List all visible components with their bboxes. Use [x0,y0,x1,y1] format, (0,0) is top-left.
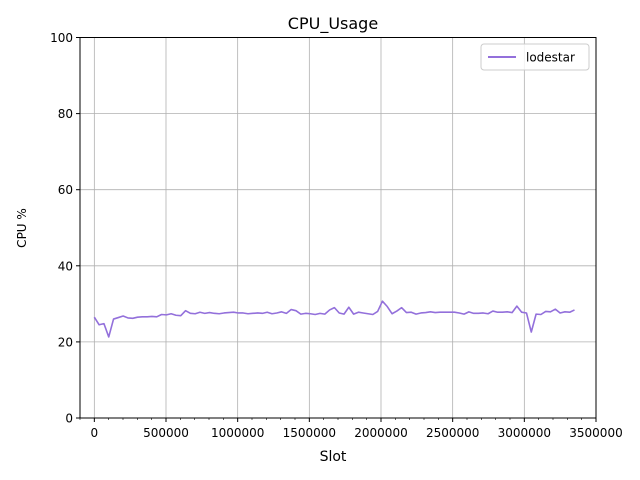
y-tick-label: 100 [50,31,73,45]
x-tick-label: 2500000 [426,426,479,440]
x-tick-label: 3500000 [569,426,622,440]
x-axis-label: Slot [320,449,347,465]
series-layer [93,300,575,338]
y-axis: 0 20 40 60 80 100 [50,31,80,426]
y-tick-label: 60 [58,183,73,197]
y-tick-label: 0 [65,412,73,426]
x-tick-label: 3000000 [498,426,551,440]
x-tick-label: 1000000 [211,426,264,440]
chart-title: CPU_Usage [288,14,378,34]
x-axis: 0 500000 1000000 1500000 2000000 2500000 30000… [79,418,623,440]
x-tick-label: 2000000 [354,426,407,440]
legend: lodestar [480,43,590,71]
x-tick-label: 500000 [143,426,189,440]
x-tick-label: 1500000 [283,426,336,440]
series-line-lodestar [93,300,575,338]
x-tick-label: 0 [91,426,99,440]
legend-label-lodestar: lodestar [526,51,575,65]
legend-box [480,43,590,71]
y-axis-label: CPU % [15,208,29,248]
y-tick-label: 40 [58,259,73,273]
y-tick-label: 20 [58,335,73,349]
y-tick-label: 80 [58,107,73,121]
